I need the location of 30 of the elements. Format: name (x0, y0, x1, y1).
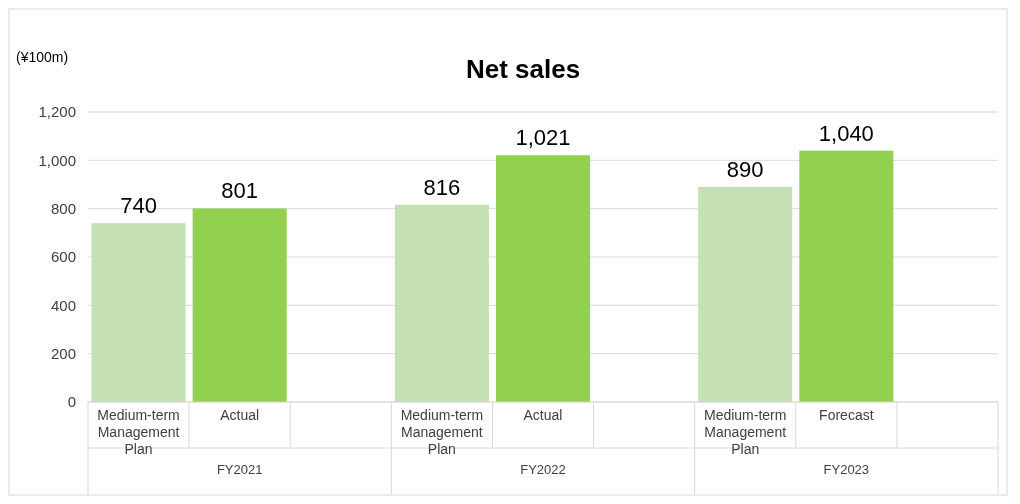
x-tick-label: Forecast (819, 407, 874, 423)
data-label: 740 (120, 193, 157, 219)
x-tick-label: Actual (220, 407, 260, 423)
y-tick-label: 400 (50, 296, 76, 314)
y-tick-label: 600 (50, 248, 76, 266)
y-axis-title: (¥100m) (16, 49, 69, 65)
x-tick-label: Medium-term Management Plan (703, 407, 787, 457)
y-tick-label: 200 (50, 344, 76, 362)
y-tick-label: 1,200 (38, 103, 76, 121)
bar (394, 204, 489, 402)
data-label: 801 (221, 178, 259, 204)
y-tick-label: 0 (67, 393, 76, 411)
data-label: 816 (423, 174, 461, 200)
bar (698, 186, 793, 402)
bar (91, 223, 186, 402)
bar (799, 150, 894, 402)
x-tick-label: Actual (523, 407, 563, 423)
data-label: 1,021 (515, 125, 571, 151)
text: FY2022 (520, 462, 566, 477)
text: FY2023 (823, 462, 870, 477)
text: FY2021 (216, 462, 263, 477)
y-tick-label: 1,000 (38, 151, 76, 169)
data-label: 1,040 (818, 120, 874, 146)
x-tick-label: Medium-term Management Plan (97, 407, 180, 457)
x-tick-label: Medium-term Management Plan (400, 407, 484, 457)
y-tick-label: 800 (50, 199, 76, 217)
chart-title: Net sales (465, 54, 581, 84)
data-label: 890 (726, 156, 764, 182)
bar (192, 208, 287, 402)
bar (495, 155, 591, 402)
